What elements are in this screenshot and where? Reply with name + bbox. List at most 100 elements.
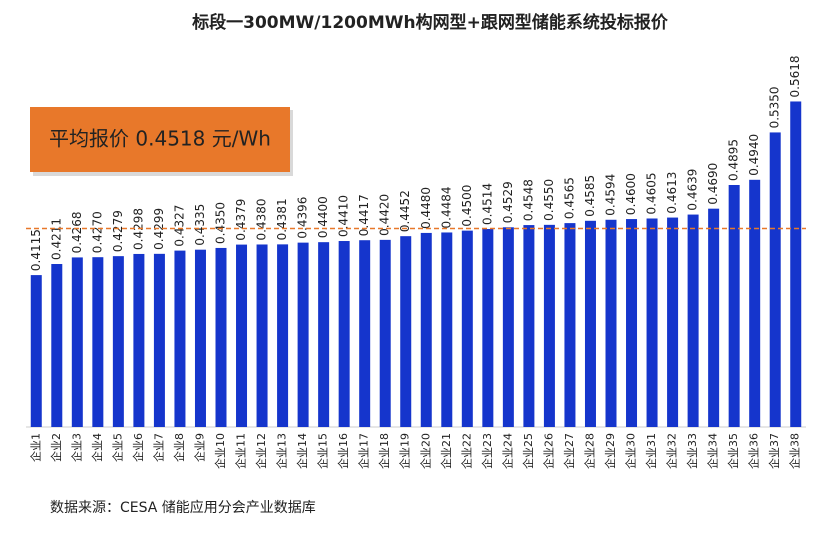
- value-label: 0.4565: [562, 177, 576, 219]
- value-label: 0.4270: [90, 211, 104, 253]
- bar: [728, 184, 740, 427]
- bar: [297, 242, 309, 427]
- x-tick-label: 企业21: [439, 433, 453, 469]
- x-tick-label: 企业18: [377, 433, 391, 469]
- x-tick-label: 企业38: [788, 433, 802, 469]
- x-tick-label: 企业36: [747, 433, 761, 469]
- x-tick-label: 企业20: [418, 433, 432, 469]
- bar: [256, 244, 268, 427]
- bar: [461, 230, 473, 427]
- x-tick-label: 企业33: [685, 433, 699, 469]
- bar: [359, 240, 371, 427]
- bar: [790, 101, 802, 427]
- value-label: 0.4895: [727, 139, 741, 181]
- x-tick-label: 企业24: [500, 433, 514, 469]
- bar: [318, 242, 330, 427]
- value-label: 0.4529: [501, 181, 515, 223]
- x-tick-label: 企业27: [562, 433, 576, 469]
- bar: [153, 253, 165, 427]
- bar: [749, 179, 761, 427]
- bar: [236, 244, 248, 427]
- value-label: 0.4639: [686, 169, 700, 211]
- value-label: 0.4484: [439, 186, 453, 228]
- value-label: 0.4420: [378, 194, 392, 236]
- x-tick-label: 企业9: [192, 433, 206, 462]
- x-tick-label: 企业2: [49, 433, 63, 462]
- x-tick-label: 企业37: [767, 433, 781, 469]
- value-label: 0.5350: [768, 86, 782, 128]
- x-tick-label: 企业22: [459, 433, 473, 469]
- value-label: 0.4396: [296, 197, 310, 239]
- bar: [584, 220, 596, 427]
- value-label: 0.4279: [111, 210, 125, 252]
- bar: [523, 225, 535, 427]
- bar: [215, 247, 227, 427]
- value-label: 0.4514: [480, 183, 494, 225]
- value-label: 0.4380: [255, 198, 269, 240]
- bar: [482, 229, 494, 427]
- value-label: 0.4452: [398, 190, 412, 232]
- value-label: 0.4500: [460, 185, 474, 227]
- bar: [646, 218, 658, 427]
- value-label: 0.4410: [337, 195, 351, 237]
- bar: [502, 227, 514, 427]
- x-tick-label: 企业6: [131, 433, 145, 462]
- value-label: 0.4115: [29, 229, 43, 271]
- bar: [92, 257, 104, 427]
- x-tick-label: 企业14: [295, 433, 309, 469]
- value-label: 0.4379: [234, 199, 248, 241]
- bar: [30, 275, 42, 427]
- x-tick-label: 企业26: [541, 433, 555, 469]
- bar: [441, 232, 453, 427]
- x-tick-label: 企业31: [644, 433, 658, 469]
- bar: [400, 236, 412, 427]
- value-label: 0.4690: [706, 163, 720, 205]
- bar: [769, 132, 781, 427]
- value-label: 0.4400: [316, 196, 330, 238]
- bar: [194, 249, 206, 427]
- x-tick-label: 企业23: [480, 433, 494, 469]
- value-label: 0.4940: [747, 134, 761, 176]
- bar: [667, 217, 679, 427]
- bar: [71, 257, 83, 427]
- bar: [420, 232, 432, 427]
- bar: [112, 256, 124, 427]
- value-label: 0.4605: [645, 172, 659, 214]
- x-tick-label: 企业16: [336, 433, 350, 469]
- bar: [605, 219, 617, 427]
- value-label: 0.4327: [172, 205, 186, 247]
- value-label: 0.4268: [70, 211, 84, 253]
- bar: [687, 214, 699, 427]
- annotation-box: [30, 107, 290, 172]
- x-tick-label: 企业34: [706, 433, 720, 469]
- x-tick-label: 企业25: [521, 433, 535, 469]
- source-note: 数据来源：CESA 储能应用分会产业数据库: [50, 499, 316, 516]
- x-tick-label: 企业13: [275, 433, 289, 469]
- value-label: 0.4613: [665, 172, 679, 214]
- x-tick-label: 企业30: [624, 433, 638, 469]
- x-tick-label: 企业19: [398, 433, 412, 469]
- value-label: 0.4585: [583, 175, 597, 217]
- value-label: 0.4381: [275, 198, 289, 240]
- value-label: 0.4548: [521, 179, 535, 221]
- value-label: 0.4417: [357, 194, 371, 236]
- x-tick-label: 企业4: [90, 433, 104, 462]
- value-label: 0.4594: [604, 174, 618, 216]
- x-tick-label: 企业12: [254, 433, 268, 469]
- value-label: 0.4211: [49, 218, 63, 260]
- chart-title: 标段一300MW/1200MWh构网型+跟网型储能系统投标报价: [192, 12, 669, 33]
- x-tick-label: 企业11: [234, 433, 248, 469]
- bar: [133, 253, 145, 427]
- x-tick-label: 企业5: [110, 433, 124, 462]
- x-tick-label: 企业28: [582, 433, 596, 469]
- bar: [543, 224, 555, 427]
- value-label: 0.4550: [542, 179, 556, 221]
- x-tick-label: 企业35: [726, 433, 740, 469]
- x-tick-label: 企业3: [69, 433, 83, 462]
- x-tick-label: 企业1: [28, 433, 42, 462]
- value-label: 0.4600: [624, 173, 638, 215]
- value-label: 0.4480: [419, 187, 433, 229]
- x-tick-label: 企业29: [603, 433, 617, 469]
- bar: [277, 244, 289, 427]
